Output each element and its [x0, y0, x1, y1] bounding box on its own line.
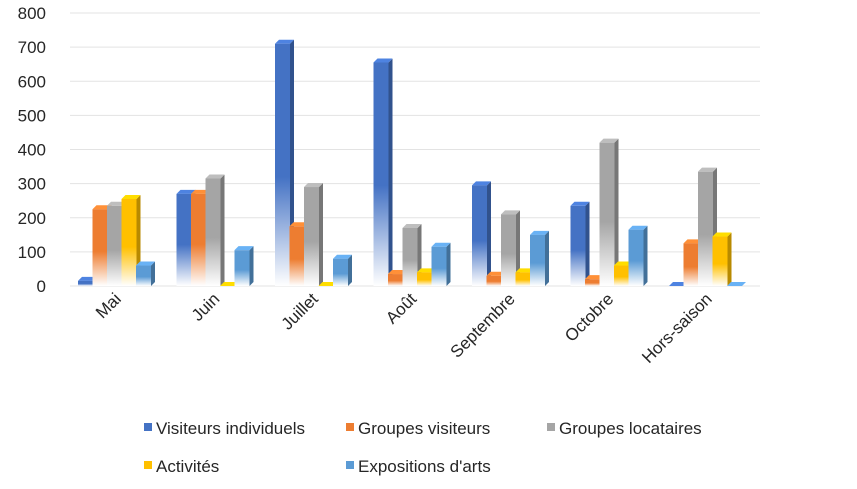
x-category-label: Juillet	[278, 289, 322, 333]
y-tick-label: 500	[18, 106, 46, 125]
bar-expositions-d-arts-juillet	[333, 254, 352, 286]
legend-swatch	[144, 461, 152, 469]
bar-group-octobre	[570, 138, 648, 286]
legend-item-activites: Activités	[144, 457, 219, 476]
legend-item-groupes-visiteurs: Groupes visiteurs	[346, 419, 490, 438]
bar-groupes-locataires-octobre	[599, 138, 619, 286]
bar-group-juillet	[275, 39, 352, 287]
x-category-label: Septembre	[447, 289, 519, 361]
bar-activites-juillet	[318, 282, 338, 286]
y-tick-label: 700	[18, 38, 46, 57]
y-tick-label: 0	[37, 277, 46, 296]
legend-label: Visiteurs individuels	[156, 419, 305, 438]
legend-item-expositions-d-arts: Expositions d'arts	[346, 457, 491, 476]
bar-group-septembre	[472, 181, 549, 286]
bar-expositions-d-arts-octobre	[628, 225, 648, 286]
bar-activites-hors-saison	[712, 232, 732, 286]
legend-swatch	[346, 461, 354, 469]
x-category-label: Octobre	[561, 289, 617, 345]
legend-label: Groupes visiteurs	[358, 419, 490, 438]
bar-groupes-locataires-juillet	[304, 183, 323, 286]
y-tick-label: 200	[18, 209, 46, 228]
x-axis-categories: Mai Juin Juillet Août Septembre Octobre Hors-s…	[92, 289, 716, 367]
bar-group-juin	[176, 174, 254, 286]
bar-group-aout	[373, 58, 451, 287]
bar-expositions-d-arts-aout	[431, 242, 451, 286]
legend-item-groupes-locataires: Groupes locataires	[547, 419, 702, 438]
bar-visiteurs-individuels-octobre	[570, 201, 590, 286]
y-tick-label: 800	[18, 4, 46, 23]
x-category-label: Mai	[92, 289, 125, 322]
legend-swatch	[144, 423, 152, 431]
legend-label: Activités	[156, 457, 219, 476]
x-category-label: Juin	[188, 289, 223, 324]
legend-label: Expositions d'arts	[358, 457, 491, 476]
y-axis-ticks: 0 100 200 300 400 500 600 700 800	[18, 4, 46, 296]
legend-swatch	[346, 423, 354, 431]
bar-group-mai	[78, 194, 155, 286]
legend-swatch	[547, 423, 555, 431]
bar-visiteurs-individuels-septembre	[472, 181, 491, 286]
bar-expositions-d-arts-septembre	[530, 230, 549, 286]
bar-expositions-d-arts-juin	[234, 246, 254, 286]
bar-visiteurs-individuels-hors-saison	[669, 282, 688, 286]
bar-expositions-d-arts-hors-saison	[727, 282, 746, 286]
y-tick-label: 100	[18, 243, 46, 262]
legend: Visiteurs individuels Groupes visiteurs Gr…	[144, 419, 702, 476]
bar-group-hors-saison	[669, 167, 746, 286]
legend-item-visiteurs-individuels: Visiteurs individuels	[144, 419, 305, 438]
x-category-label: Hors-saison	[638, 289, 716, 367]
y-tick-label: 400	[18, 141, 46, 160]
bar-expositions-d-arts-mai	[136, 261, 155, 286]
bar-groupes-locataires-juin	[205, 174, 225, 286]
bar-groupes-locataires-septembre	[501, 210, 520, 286]
bar-visiteurs-individuels-aout	[373, 58, 393, 287]
y-tick-label: 300	[18, 175, 46, 194]
bar-activites-juin	[220, 282, 239, 286]
y-tick-label: 600	[18, 72, 46, 91]
bars	[78, 39, 746, 287]
x-category-label: Août	[382, 289, 420, 327]
legend-label: Groupes locataires	[559, 419, 702, 438]
